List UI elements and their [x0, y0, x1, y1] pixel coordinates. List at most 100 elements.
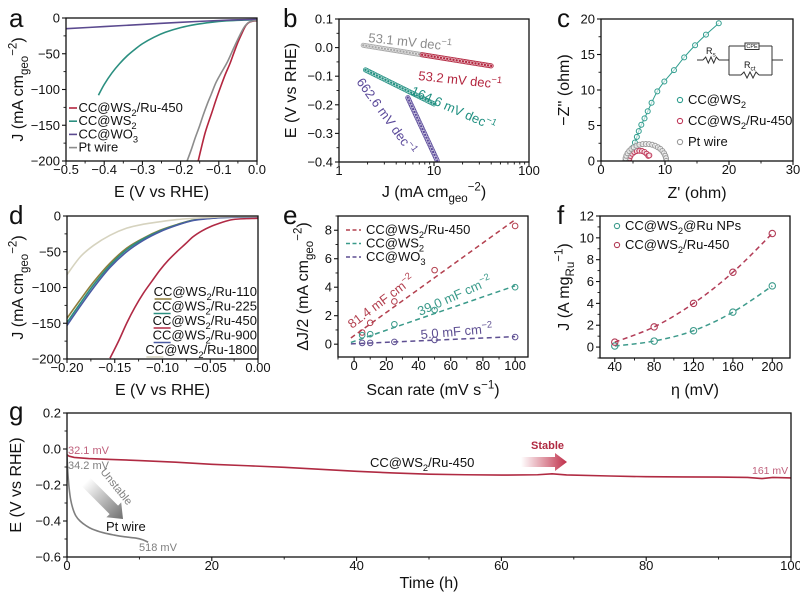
y-tick-label: 0.0 — [43, 442, 61, 457]
x-tick-label: 120 — [683, 359, 705, 374]
panel-letter: c — [557, 3, 570, 33]
text-run: CC@WS — [688, 92, 741, 107]
text-run: /Ru-450 — [683, 237, 729, 252]
legend-item: CC@WS2/Ru-225 — [153, 299, 257, 317]
x-tick-label: 100 — [780, 558, 800, 573]
data-point — [635, 128, 642, 135]
series-cc-ws2-ru-450 — [197, 20, 257, 161]
y-tick-label: 15 — [581, 47, 595, 62]
data-point — [358, 331, 366, 339]
x-tick-label: 30 — [786, 162, 800, 177]
x-tick-label: −0.2 — [168, 162, 194, 177]
text-run: CC@WS — [688, 113, 741, 128]
text-run: 39.0 mF cm — [415, 277, 484, 319]
data-point — [415, 115, 420, 120]
data-point — [417, 121, 422, 126]
series-cc-ws2-ru-450 — [611, 229, 777, 346]
text-run: ) — [295, 222, 312, 227]
data-point — [428, 144, 433, 149]
text-run: /Ru-110 — [212, 284, 257, 299]
data-point — [377, 75, 382, 79]
text-run: 2 — [419, 230, 424, 240]
series-cc-ws2 — [97, 18, 257, 96]
data-point — [408, 101, 413, 106]
data-point — [409, 104, 414, 109]
text-run: Scan rate (mV s — [366, 382, 481, 399]
text-run: 2 — [678, 226, 683, 236]
x-tick-label: 40 — [349, 558, 363, 573]
data-point — [670, 67, 677, 74]
text-run: 2 — [741, 121, 746, 131]
text-run: /Ru-225 — [211, 299, 257, 314]
series-line — [197, 20, 257, 161]
axes: 1 10 100−0.4−0.3−0.2−0.10.00.1J (mA cmgeo−… — [283, 12, 540, 205]
data-point — [391, 298, 398, 305]
panel-letter: g — [9, 396, 23, 426]
text-run: −1 — [481, 379, 494, 391]
text-run: 2 — [198, 350, 203, 360]
text-run: ) — [10, 37, 27, 42]
text-run: ) — [556, 243, 573, 248]
data-point — [420, 127, 425, 132]
series-cc-ws2-ru-450 — [419, 52, 494, 69]
data-point — [611, 338, 619, 346]
text-run: CC@WS — [370, 455, 423, 470]
data-point — [511, 283, 519, 291]
legend-label: CC@WS2/Ru-225 — [153, 299, 257, 317]
text-run: CC@WS — [153, 299, 206, 314]
data-point — [431, 336, 438, 344]
data-point — [432, 102, 436, 106]
series-line — [66, 18, 257, 30]
series-line — [405, 95, 440, 162]
unstable-arrow-icon — [81, 477, 123, 519]
text-run: −2 — [7, 43, 19, 56]
data-point — [433, 155, 438, 160]
x-tick-label: −0.4 — [91, 162, 117, 177]
data-point — [411, 107, 416, 111]
data-point — [431, 150, 436, 154]
series-cc-ws2-ru-450 — [67, 454, 791, 480]
legend-swatch — [613, 241, 621, 249]
legend-label: CC@WS2@Ru NPs — [625, 218, 742, 236]
annotation: 81.4 mF cm−2 — [344, 271, 417, 332]
data-point — [409, 90, 414, 95]
data-point — [650, 337, 658, 345]
text-run: −1 — [485, 114, 499, 127]
data-point — [358, 329, 366, 336]
text-run: 2 — [206, 306, 211, 316]
data-point — [715, 20, 722, 27]
data-point — [403, 87, 408, 92]
data-point — [435, 158, 440, 162]
text-run: 662.6 mV dec — [354, 75, 414, 149]
data-point — [431, 266, 438, 274]
legend-label: CC@WS2/Ru-450 — [688, 113, 792, 131]
y-tick-label: 8 — [587, 252, 594, 267]
data-point — [644, 108, 651, 115]
text-run: −1 — [491, 74, 503, 85]
panel-b: b 1 10 100 −0.4 −0.3 −0.2 −0.1 0.0 0.1 J (mA cmgeo… — [283, 3, 540, 205]
series-cc-ws2-ru-900 — [67, 216, 258, 326]
y-tick-label: 0.1 — [315, 12, 333, 27]
y-tick-label: −100 — [31, 82, 60, 97]
legend-label: CC@WS2/Ru-450 — [153, 313, 257, 331]
data-point — [426, 99, 431, 104]
y-tick-label: −0.4 — [35, 514, 61, 529]
data-point — [689, 326, 698, 335]
legend-swatch — [676, 117, 684, 125]
text-run: −1 — [441, 36, 453, 47]
data-point — [429, 147, 434, 152]
y-tick-label: 0 — [587, 340, 594, 355]
y-tick-label: −50 — [38, 46, 60, 61]
legend-item: CC@WS2/Ru-900 — [153, 328, 257, 346]
data-point — [366, 69, 371, 74]
series-line — [67, 454, 791, 480]
legend-label: CC@WS2/Ru-110 — [154, 284, 257, 302]
data-point — [729, 268, 737, 276]
text-run: ΔJ/2 (mA cm — [295, 260, 312, 351]
y-tick-label: 0 — [588, 154, 595, 169]
plot-area — [66, 18, 257, 161]
data-point — [421, 130, 426, 134]
legend-label: CC@WS2 — [79, 113, 137, 131]
annotation: 39.0 mF cm−2 — [415, 271, 494, 318]
text-run: 2 — [423, 463, 428, 473]
